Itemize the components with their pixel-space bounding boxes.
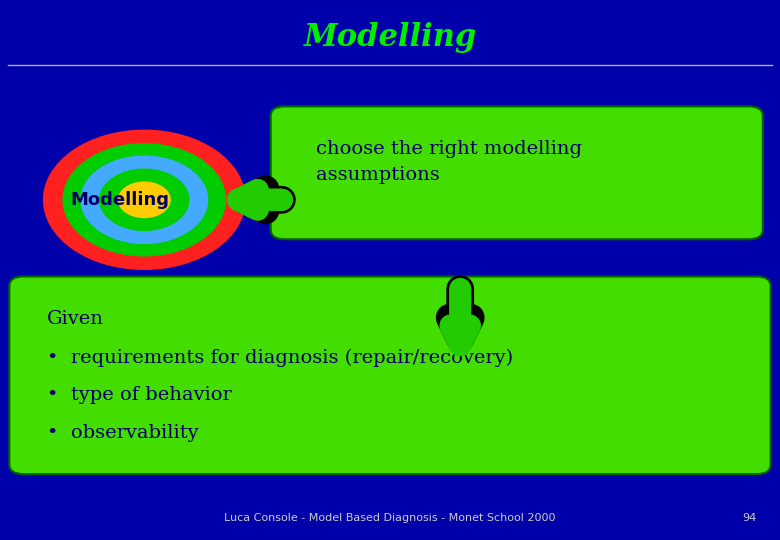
FancyBboxPatch shape	[271, 106, 763, 239]
Circle shape	[80, 156, 208, 244]
Text: Given: Given	[47, 310, 104, 328]
Circle shape	[62, 143, 226, 256]
Text: •  type of behavior: • type of behavior	[47, 386, 232, 404]
Text: •  requirements for diagnosis (repair/recovery): • requirements for diagnosis (repair/rec…	[47, 348, 513, 367]
Text: Luca Console - Model Based Diagnosis - Monet School 2000: Luca Console - Model Based Diagnosis - M…	[225, 514, 555, 523]
Text: Modelling: Modelling	[70, 191, 169, 209]
Circle shape	[99, 168, 190, 231]
Text: •  observability: • observability	[47, 424, 198, 442]
Text: Modelling: Modelling	[303, 22, 477, 53]
Circle shape	[118, 181, 171, 218]
Text: 94: 94	[743, 514, 757, 523]
Circle shape	[43, 130, 246, 270]
FancyBboxPatch shape	[9, 276, 771, 474]
Text: choose the right modelling
assumptions: choose the right modelling assumptions	[316, 140, 582, 184]
